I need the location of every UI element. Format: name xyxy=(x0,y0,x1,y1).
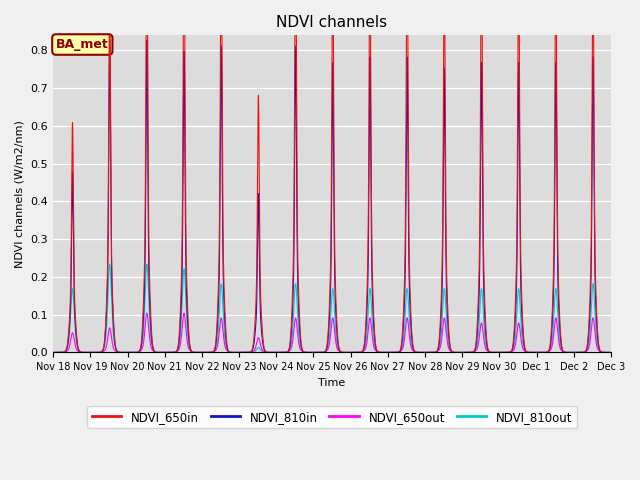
Legend: NDVI_650in, NDVI_810in, NDVI_650out, NDVI_810out: NDVI_650in, NDVI_810in, NDVI_650out, NDV… xyxy=(87,406,577,428)
Y-axis label: NDVI channels (W/m2/nm): NDVI channels (W/m2/nm) xyxy=(15,120,25,268)
Text: BA_met: BA_met xyxy=(56,38,109,51)
X-axis label: Time: Time xyxy=(318,378,346,388)
Title: NDVI channels: NDVI channels xyxy=(276,15,388,30)
